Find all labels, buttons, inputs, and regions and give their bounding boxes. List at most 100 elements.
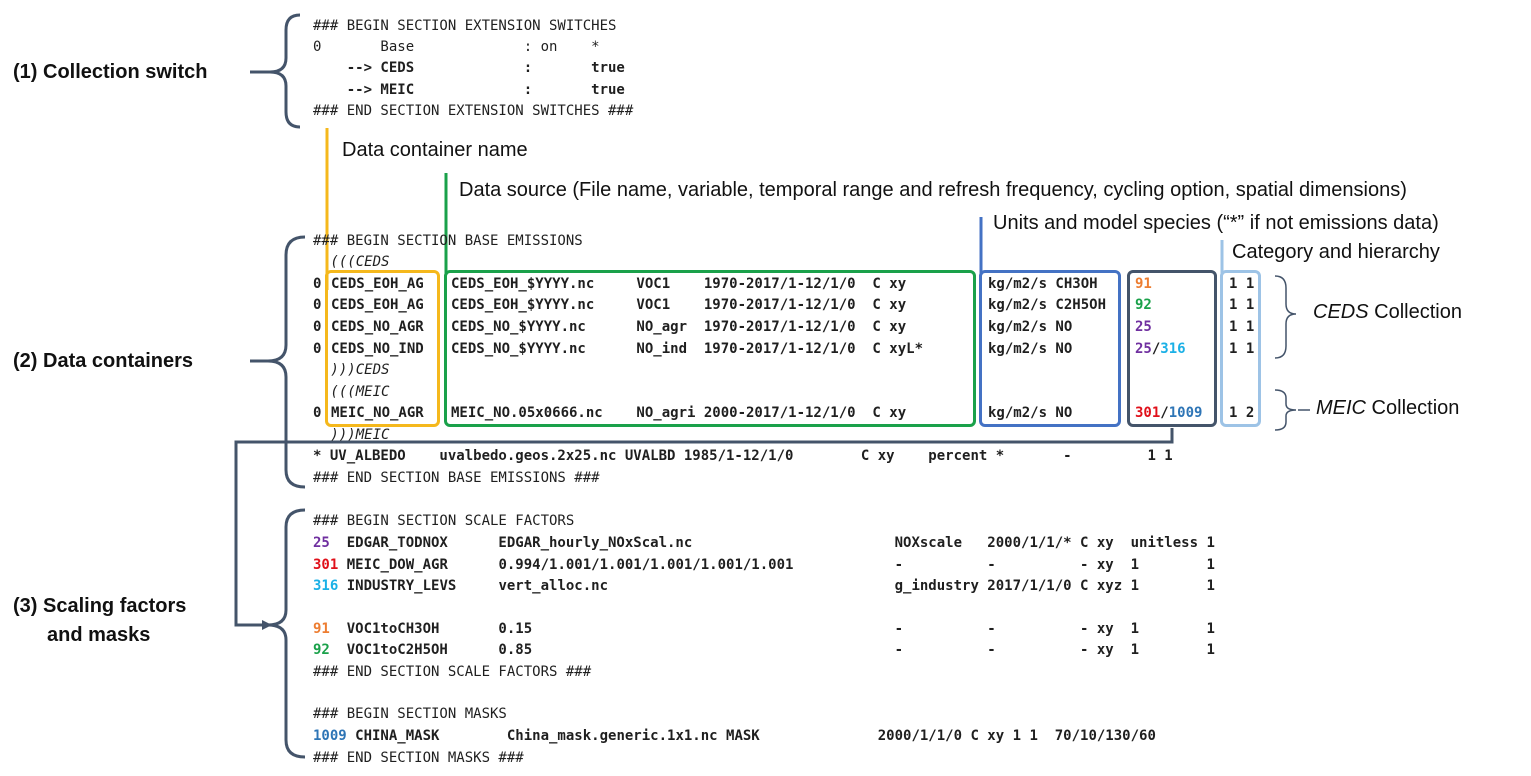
scale-factor-id: 91: [313, 621, 330, 637]
row-units-species: kg/m2/s NO: [988, 319, 1073, 335]
ceds-open-tag: (((CEDS: [322, 254, 390, 270]
row-scaling-mask: 92: [1135, 297, 1152, 313]
row-flag: 0: [313, 405, 322, 421]
scaling-mask-box: [1127, 270, 1217, 427]
meic-open-tag: (((MEIC: [322, 384, 390, 400]
scale-factor-row: 301 MEIC_DOW_AGR 0.994/1.001/1.001/1.001…: [313, 557, 1215, 573]
row-flag: 0: [313, 341, 322, 357]
annotation-data-source: Data source (File name, variable, tempor…: [459, 179, 1407, 201]
scale-factor-definition: VOC1toCH3OH 0.15 - - - xy 1 1: [329, 621, 1215, 637]
row-flag: 0: [313, 276, 322, 292]
scale-factor-definition: VOC1toC2H5OH 0.85 - - - xy 1 1: [329, 642, 1215, 658]
uv-albedo-row: * UV_ALBEDO uvalbedo.geos.2x25.nc UVALBD…: [313, 448, 1173, 464]
row-data-source: MEIC_NO.05x0666.nc NO_agri 2000-2017/1-1…: [451, 405, 907, 421]
scale-begin-line: ### BEGIN SECTION SCALE FACTORS: [313, 513, 575, 529]
row-mask-id: 316: [1160, 341, 1186, 357]
container-name-box: [325, 270, 440, 427]
scale-factor-row: 316 INDUSTRY_LEVS vert_alloc.nc g_indust…: [313, 578, 1215, 594]
masks-end-line: ### END SECTION MASKS ###: [313, 750, 524, 766]
row-scaling-mask: 91: [1135, 276, 1152, 292]
row-data-source: CEDS_EOH_$YYYY.nc VOC1 1970-2017/1-12/1/…: [451, 276, 907, 292]
row-scale-id: 301: [1135, 405, 1161, 421]
row-scale-separator: /: [1151, 341, 1161, 357]
units-box: [979, 270, 1121, 427]
scaling-connector: [234, 428, 1174, 627]
row-flag: 0: [313, 319, 322, 335]
row-units-species: kg/m2/s NO: [988, 405, 1073, 421]
row-units-species: kg/m2/s CH3OH: [988, 276, 1098, 292]
scale-end-line: ### END SECTION SCALE FACTORS ###: [313, 664, 592, 680]
scale-factor-id: 301: [313, 557, 339, 573]
ceds-collection-name: CEDS: [1313, 301, 1369, 323]
row-scale-id: 25: [1135, 319, 1152, 335]
switch-base-line: 0 Base : on *: [313, 39, 600, 55]
row-data-source: CEDS_EOH_$YYYY.nc VOC1 1970-2017/1-12/1/…: [451, 297, 907, 313]
switch-end-line: ### END SECTION EXTENSION SWITCHES ###: [313, 103, 634, 119]
mask-row-text: CHINA_MASK China_mask.generic.1x1.nc MAS…: [346, 728, 1156, 744]
switch-begin-line: ### BEGIN SECTION EXTENSION SWITCHES: [313, 18, 617, 34]
annotation-container-name: Data container name: [342, 139, 528, 161]
scaling-connector-arrowhead: [262, 620, 272, 630]
mask-row: 1009 CHINA_MASK China_mask.generic.1x1.n…: [313, 728, 1156, 744]
ceds-collection-brace: [1274, 275, 1297, 359]
section-label-data-containers: (2) Data containers: [13, 350, 194, 372]
row-scale-separator: /: [1160, 405, 1169, 421]
row-scaling-mask: 25: [1135, 319, 1152, 335]
row-category-hierarchy: 1 1: [1229, 341, 1255, 357]
row-scaling-mask: 301/1009: [1135, 405, 1202, 421]
scale-factor-definition: INDUSTRY_LEVS vert_alloc.nc g_industry 2…: [338, 578, 1215, 594]
row-container-name: CEDS_EOH_AG: [331, 276, 433, 292]
category-box: [1220, 270, 1261, 427]
row-mask-id: 1009: [1168, 405, 1203, 421]
section3-brace: [267, 508, 306, 759]
row-units-species: kg/m2/s NO: [988, 341, 1073, 357]
switch-meic-line: --> MEIC : true: [313, 82, 625, 98]
mask-row-id: 1009: [313, 728, 347, 744]
row-category-hierarchy: 1 1: [1229, 276, 1255, 292]
row-scale-id: 91: [1135, 276, 1152, 292]
section-label-masks: and masks: [47, 624, 151, 646]
scale-factor-id: 316: [313, 578, 339, 594]
annotation-category: Category and hierarchy: [1232, 241, 1440, 263]
row-flag: 0: [313, 297, 322, 313]
scale-factor-definition: EDGAR_TODNOX EDGAR_hourly_NOxScal.nc NOX…: [329, 535, 1215, 551]
row-scale-id: 92: [1135, 297, 1152, 313]
switch-ceds-line: --> CEDS : true: [313, 60, 625, 76]
section2-brace: [267, 235, 306, 489]
row-data-source: CEDS_NO_$YYYY.nc NO_ind 1970-2017/1-12/1…: [451, 341, 924, 357]
row-units-species: kg/m2/s C2H5OH: [988, 297, 1107, 313]
row-category-hierarchy: 1 2: [1229, 405, 1255, 421]
section-label-scaling-factors: (3) Scaling factors: [13, 595, 187, 617]
annotation-units-species: Units and model species (“*” if not emis…: [993, 212, 1439, 234]
base-begin-line: ### BEGIN SECTION BASE EMISSIONS: [313, 233, 583, 249]
section1-brace: [269, 13, 301, 129]
row-container-name: CEDS_NO_IND: [331, 341, 424, 357]
meic-close-tag: )))MEIC: [322, 427, 390, 443]
meic-collection-name: MEIC: [1316, 397, 1366, 419]
section-label-collection-switch: (1) Collection switch: [13, 61, 208, 83]
meic-collection-word: Collection: [1366, 397, 1460, 419]
scale-factor-row: 92 VOC1toC2H5OH 0.85 - - - xy 1 1: [313, 642, 1215, 658]
row-category-hierarchy: 1 1: [1229, 297, 1255, 313]
ceds-collection-label: CEDS Collection: [1313, 300, 1462, 324]
scale-factor-id: 25: [313, 535, 330, 551]
ceds-close-tag: )))CEDS: [322, 362, 390, 378]
scale-factor-row: 25 EDGAR_TODNOX EDGAR_hourly_NOxScal.nc …: [313, 535, 1215, 551]
row-data-source: CEDS_NO_$YYYY.nc NO_agr 1970-2017/1-12/1…: [451, 319, 907, 335]
data-source-box: [444, 270, 976, 427]
scale-factor-definition: MEIC_DOW_AGR 0.994/1.001/1.001/1.001/1.0…: [338, 557, 1215, 573]
row-container-name: MEIC_NO_AGR: [331, 405, 424, 421]
scale-factor-id: 92: [313, 642, 330, 658]
ceds-collection-word: Collection: [1368, 301, 1462, 323]
row-scale-id: 25: [1135, 341, 1152, 357]
row-container-name: CEDS_EOH_AG: [331, 297, 433, 313]
base-end-line: ### END SECTION BASE EMISSIONS ###: [313, 470, 600, 486]
row-category-hierarchy: 1 1: [1229, 319, 1255, 335]
scale-factor-row: 91 VOC1toCH3OH 0.15 - - - xy 1 1: [313, 621, 1215, 637]
meic-collection-brace: [1274, 389, 1297, 431]
masks-begin-line: ### BEGIN SECTION MASKS: [313, 706, 507, 722]
meic-collection-label: MEIC Collection: [1316, 396, 1459, 420]
row-scaling-mask: 25/316: [1135, 341, 1186, 357]
